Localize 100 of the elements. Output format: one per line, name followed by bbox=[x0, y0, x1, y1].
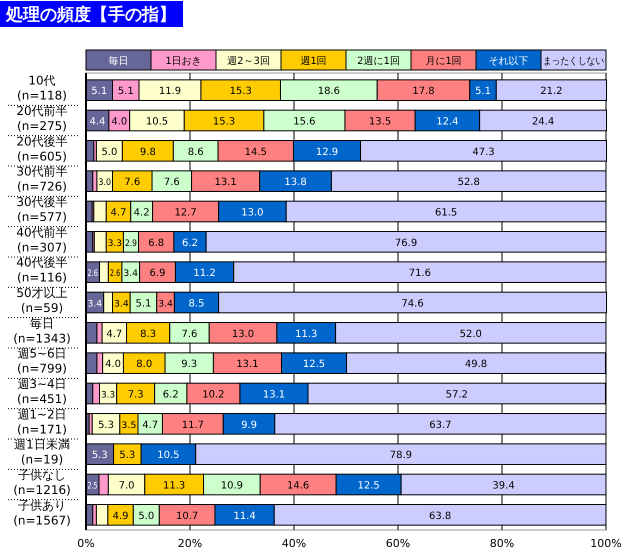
data-label: 52.8 bbox=[458, 177, 480, 188]
x-tick-label: 0% bbox=[77, 537, 95, 549]
data-label: 8.6 bbox=[188, 146, 204, 158]
y-tick-label: 子供なし (n=1216) bbox=[13, 468, 71, 497]
data-label: 8.0 bbox=[136, 359, 152, 370]
data-label: 15.3 bbox=[212, 116, 236, 128]
y-tick-label: 週1~2日 (n=171) bbox=[17, 407, 67, 436]
data-label: 13.0 bbox=[241, 208, 264, 218]
data-label: 3.5 bbox=[121, 420, 136, 431]
data-label: 13.1 bbox=[214, 177, 237, 188]
data-label: 12.9 bbox=[316, 146, 338, 158]
data-label: 14.6 bbox=[287, 480, 310, 492]
data-label: 7.6 bbox=[124, 177, 140, 188]
y-tick-label: 40代後半 (n=116) bbox=[16, 256, 68, 285]
data-label: 7.3 bbox=[128, 390, 144, 400]
data-label: 76.9 bbox=[394, 238, 418, 249]
x-tick-label: 60% bbox=[386, 537, 410, 549]
data-label: 4.0 bbox=[111, 116, 128, 128]
data-label: 13.1 bbox=[236, 359, 259, 370]
data-label: 4.7 bbox=[106, 328, 122, 340]
data-label: 5.3 bbox=[92, 450, 108, 462]
series-label: それ以下 bbox=[488, 55, 528, 67]
data-label: 5.0 bbox=[138, 510, 154, 522]
data-label: 7.6 bbox=[164, 177, 180, 188]
data-label: 12.4 bbox=[436, 116, 459, 128]
data-label: 2.9 bbox=[124, 238, 140, 249]
y-tick-label: 週1日未満 (n=19) bbox=[14, 438, 70, 467]
data-label: 3.3 bbox=[108, 238, 122, 249]
data-label: 21.2 bbox=[540, 86, 563, 98]
y-tick-label: 週5~6日 (n=799) bbox=[17, 346, 67, 376]
series-label: 毎日 bbox=[108, 55, 128, 67]
data-label: 2.6 bbox=[110, 269, 124, 280]
data-label: 5.1 bbox=[475, 86, 491, 98]
data-label: 11.2 bbox=[193, 268, 216, 280]
series-label: 2週に1回 bbox=[357, 56, 400, 67]
data-label: 4.2 bbox=[134, 208, 150, 218]
data-label: 52.0 bbox=[460, 328, 482, 340]
data-label: 17.8 bbox=[412, 86, 435, 98]
data-label: 5.3 bbox=[119, 450, 136, 462]
data-label: 9.9 bbox=[241, 420, 257, 431]
data-label: 47.3 bbox=[472, 146, 495, 158]
data-label: 8.5 bbox=[188, 298, 204, 310]
data-label: 6.2 bbox=[182, 238, 198, 249]
chart-title: 処理の頻度【手の指】 bbox=[5, 5, 176, 25]
data-label: 4.4 bbox=[89, 116, 106, 128]
y-tick-label: 50才以上 (n=59) bbox=[16, 286, 68, 315]
data-label: 13.8 bbox=[284, 177, 307, 188]
data-label: 5.1 bbox=[91, 86, 108, 98]
data-label: 3.0 bbox=[98, 178, 113, 188]
data-label: 10.5 bbox=[157, 450, 180, 462]
y-tick-label: 20代後半 (n=605) bbox=[16, 134, 68, 164]
data-label: 74.6 bbox=[401, 298, 424, 310]
text: 1日おき bbox=[165, 56, 202, 67]
y-tick-label: 30代後半 (n=577) bbox=[16, 195, 68, 224]
y-tick-label: 子供あり (n=1567) bbox=[13, 498, 71, 528]
data-label: 4.0 bbox=[105, 359, 121, 370]
data-label: 39.4 bbox=[492, 480, 515, 492]
y-tick-label: 毎日 (n=1343) bbox=[13, 316, 71, 346]
data-label: 3.4 bbox=[88, 300, 102, 310]
data-label: 57.2 bbox=[446, 390, 468, 400]
data-label: 63.7 bbox=[429, 420, 452, 431]
x-tick-label: 100% bbox=[590, 537, 621, 549]
data-label: 6.8 bbox=[148, 238, 164, 249]
y-tick-label: 20代前半 (n=275) bbox=[16, 104, 68, 133]
data-label: 2.5 bbox=[88, 482, 102, 492]
data-label: 2.6 bbox=[88, 269, 102, 280]
data-label: 5.1 bbox=[136, 298, 152, 310]
text: 週1回 bbox=[300, 56, 327, 67]
data-label: 18.6 bbox=[318, 86, 340, 98]
y-tick-label: 週3~4日 (n=451) bbox=[17, 377, 67, 406]
data-label: 9.8 bbox=[140, 146, 156, 158]
data-label: 9.3 bbox=[181, 359, 198, 370]
data-label: 61.5 bbox=[434, 208, 458, 218]
data-label: 7.6 bbox=[182, 328, 198, 340]
data-label: 10.5 bbox=[146, 116, 168, 128]
data-label: 63.8 bbox=[428, 510, 452, 522]
data-label: 11.7 bbox=[182, 420, 204, 431]
data-label: 3.4 bbox=[114, 300, 129, 310]
data-label: 13.5 bbox=[368, 116, 392, 128]
data-label: 10.7 bbox=[176, 510, 198, 522]
y-tick-label: 10代 (n=118) bbox=[17, 74, 67, 103]
data-label: 11.3 bbox=[163, 480, 186, 492]
data-label: 15.6 bbox=[293, 116, 316, 128]
text: 週2～3回 bbox=[227, 56, 270, 67]
y-tick-label: 30代前半 (n=726) bbox=[16, 164, 68, 194]
data-label: 13.0 bbox=[232, 328, 254, 340]
data-label: 10.2 bbox=[202, 390, 225, 400]
data-label: 15.3 bbox=[230, 86, 252, 98]
data-label: 12.5 bbox=[302, 359, 326, 370]
data-label: 14.5 bbox=[244, 146, 267, 158]
x-tick-label: 20% bbox=[178, 537, 202, 549]
data-label: 78.9 bbox=[390, 450, 412, 462]
data-label: 4.9 bbox=[112, 510, 129, 522]
data-label: 5.1 bbox=[118, 86, 134, 98]
data-label: 24.4 bbox=[532, 116, 554, 128]
data-label: 71.6 bbox=[408, 268, 431, 280]
data-label: 49.8 bbox=[464, 359, 488, 370]
series-label: まったくしない bbox=[543, 56, 613, 67]
x-tick-label: 80% bbox=[490, 537, 514, 549]
data-label: 4.7 bbox=[142, 420, 158, 431]
